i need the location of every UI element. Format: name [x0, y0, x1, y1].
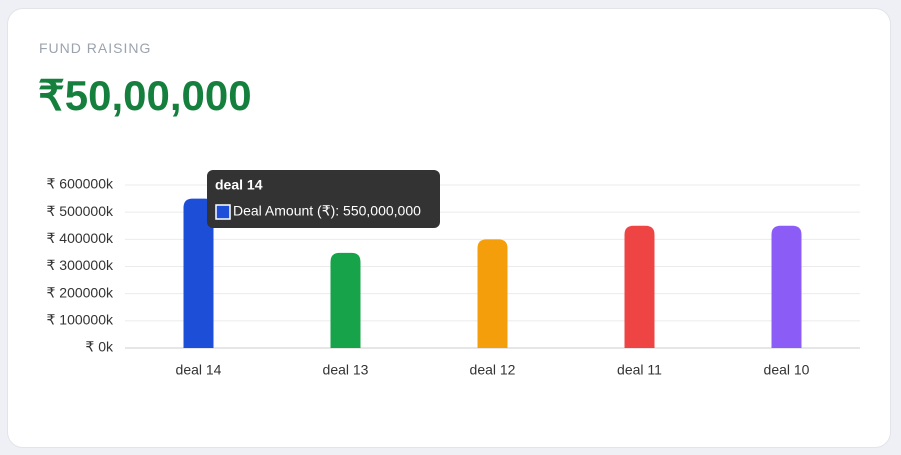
- tooltip: deal 14 Deal Amount (₹): 550,000,000: [207, 170, 440, 228]
- x-tick-label: deal 12: [470, 362, 516, 378]
- tooltip-box: [207, 170, 440, 228]
- x-tick-label: deal 14: [176, 362, 222, 378]
- tooltip-label: Deal Amount (₹): 550,000,000: [233, 203, 421, 219]
- y-tick-label: ₹ 300000k: [46, 257, 114, 273]
- bar: [624, 225, 655, 348]
- y-tick-label: ₹ 0k: [85, 339, 114, 355]
- bar: [477, 239, 508, 348]
- card: FUND RAISING ₹50,00,000: [7, 8, 891, 448]
- x-tick-label: deal 13: [323, 362, 369, 378]
- x-tick-label: deal 10: [764, 362, 810, 378]
- card-amount: ₹50,00,000: [38, 72, 252, 119]
- y-tick-label: ₹ 600000k: [46, 176, 114, 192]
- bar: [771, 225, 802, 348]
- x-tick-label: deal 11: [617, 362, 662, 378]
- card-label: FUND RAISING: [39, 40, 152, 56]
- y-tick-label: ₹ 400000k: [46, 230, 114, 246]
- tooltip-swatch: [215, 204, 231, 220]
- bar: [330, 252, 361, 348]
- bar: [183, 198, 214, 348]
- y-tick-label: ₹ 200000k: [46, 284, 114, 300]
- tooltip-title: deal 14: [215, 177, 263, 193]
- y-tick-label: ₹ 100000k: [46, 312, 114, 328]
- y-tick-label: ₹ 500000k: [46, 203, 114, 219]
